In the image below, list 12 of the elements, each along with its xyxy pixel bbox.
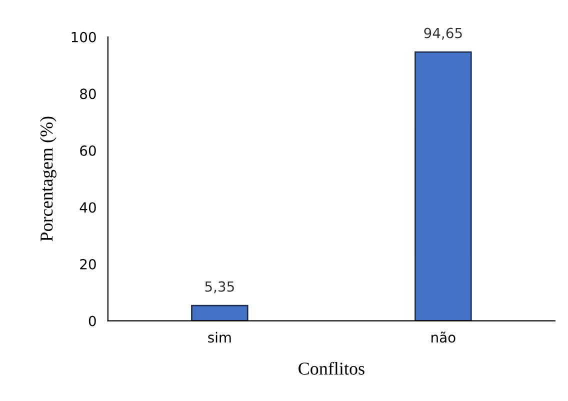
y-axis-title: Porcentagem (%) — [40, 116, 56, 242]
y-tick-label: 80 — [80, 88, 96, 100]
y-tick-label: 40 — [80, 202, 96, 213]
x-axis-title: Conflitos — [298, 362, 364, 375]
x-tick-label: não — [432, 332, 456, 343]
data-label: 94,65 — [424, 28, 462, 40]
y-tick-label: 60 — [80, 145, 96, 156]
y-tick-label: 0 — [88, 316, 96, 326]
y-tick-label: 20 — [80, 258, 96, 270]
x-tick-label: sim — [208, 332, 231, 343]
y-tick-label: 100 — [72, 32, 96, 42]
data-label: 5,35 — [205, 281, 234, 294]
